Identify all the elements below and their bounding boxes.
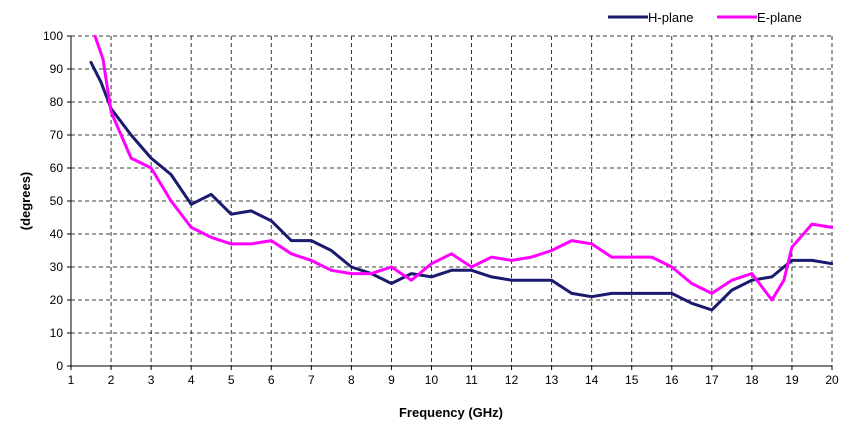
x-tick-label: 8	[348, 373, 355, 387]
y-tick-label: 30	[50, 260, 64, 274]
y-tick-label: 10	[50, 326, 64, 340]
x-tick-labels: 1 2 3 4 5 6 7 8 9 10 11 12 13 14 15 16 17 18 19 20	[68, 366, 839, 387]
grid	[71, 35, 833, 366]
y-tick-label: 60	[50, 161, 64, 175]
legend-label-e-plane: E-plane	[757, 10, 802, 25]
x-tick-label: 10	[425, 373, 439, 387]
series-line-h-plane	[89, 60, 833, 312]
x-tick-label: 4	[188, 373, 195, 387]
x-tick-label: 6	[268, 373, 275, 387]
legend-label-h-plane: H-plane	[648, 10, 694, 25]
x-tick-label: 1	[68, 373, 75, 387]
x-axis-label: Frequency (GHz)	[399, 405, 503, 420]
x-tick-label: 15	[625, 373, 639, 387]
x-tick-label: 20	[825, 373, 839, 387]
y-tick-labels: 0 10 20 30 40 50 60 70 80 90 100	[43, 29, 71, 373]
x-tick-label: 2	[108, 373, 115, 387]
y-tick-label: 40	[50, 227, 64, 241]
y-tick-label: 90	[50, 62, 64, 76]
series-lines	[89, 35, 833, 312]
series-line-e-plane	[93, 35, 833, 302]
x-tick-label: 19	[785, 373, 799, 387]
x-tick-label: 16	[665, 373, 679, 387]
x-tick-label: 13	[545, 373, 559, 387]
y-tick-label: 0	[56, 359, 63, 373]
y-tick-label: 20	[50, 293, 64, 307]
x-tick-label: 17	[705, 373, 719, 387]
y-tick-label: 70	[50, 128, 64, 142]
y-axis-label: (degrees)	[18, 172, 33, 231]
x-tick-label: 7	[308, 373, 315, 387]
y-tick-label: 50	[50, 194, 64, 208]
x-tick-label: 5	[228, 373, 235, 387]
x-tick-label: 3	[148, 373, 155, 387]
x-tick-label: 14	[585, 373, 599, 387]
y-tick-label: 100	[43, 29, 63, 43]
x-tick-label: 9	[388, 373, 395, 387]
x-tick-label: 18	[745, 373, 759, 387]
y-tick-label: 80	[50, 95, 64, 109]
x-tick-label: 12	[505, 373, 519, 387]
legend: H-plane E-plane	[608, 10, 802, 25]
x-tick-label: 11	[465, 373, 478, 387]
